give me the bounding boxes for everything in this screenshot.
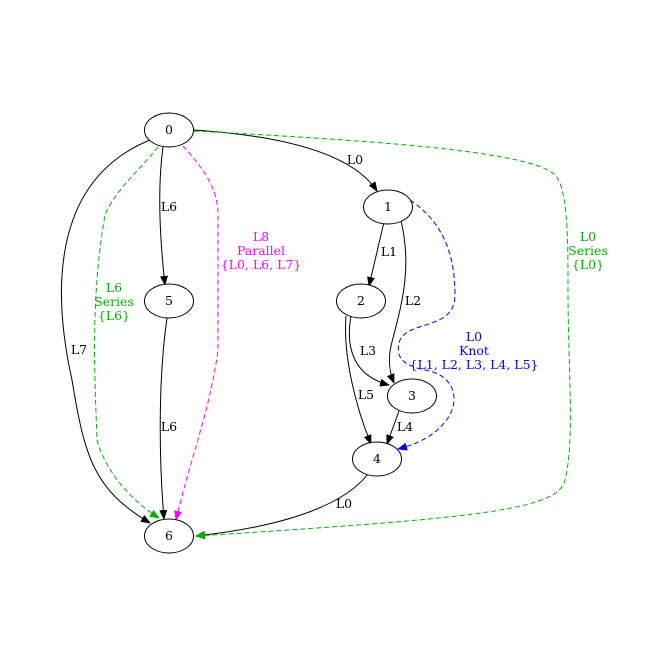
edge-4-6 xyxy=(195,473,369,540)
node-2[interactable]: 2 xyxy=(336,283,386,319)
svg-text:{L0}: {L0} xyxy=(572,257,604,272)
edge-label-5-6: L6 xyxy=(161,419,177,434)
label-knot: L0 Knot {L1, L2, L3, L4, L5} xyxy=(410,329,539,372)
edge-5-6 xyxy=(159,317,168,520)
svg-text:Series: Series xyxy=(568,243,608,258)
edge-label-2-3: L3 xyxy=(360,343,376,358)
edge-1-3 xyxy=(386,220,407,384)
node-4-label: 4 xyxy=(373,451,381,466)
svg-text:{L6}: {L6} xyxy=(98,308,130,323)
node-5[interactable]: 5 xyxy=(144,283,194,319)
node-3[interactable]: 3 xyxy=(387,378,437,414)
edge-label-3-4: L4 xyxy=(397,419,413,434)
edge-label-1-2: L1 xyxy=(381,244,397,259)
node-0[interactable]: 0 xyxy=(144,112,194,148)
node-2-label: 2 xyxy=(357,293,365,308)
svg-text:L6: L6 xyxy=(106,280,122,295)
svg-text:Parallel: Parallel xyxy=(237,243,285,258)
node-0-label: 0 xyxy=(165,122,173,137)
edge-2-4 xyxy=(345,315,372,445)
edge-label-4-6: L0 xyxy=(336,496,352,511)
node-4[interactable]: 4 xyxy=(352,441,402,477)
svg-text:L0: L0 xyxy=(580,229,596,244)
edge-0-6 xyxy=(61,139,151,524)
edge-label-0-6: L7 xyxy=(71,342,87,357)
svg-text:L0: L0 xyxy=(466,329,482,344)
label-series-l0: L0 Series {L0} xyxy=(568,229,608,272)
edge-series-l6-0-6 xyxy=(94,146,160,519)
edge-2-3 xyxy=(348,315,390,387)
edge-0-5 xyxy=(159,146,168,286)
edge-label-1-3: L2 xyxy=(405,293,421,308)
edge-label-2-4: L5 xyxy=(358,387,374,402)
node-1[interactable]: 1 xyxy=(363,189,413,225)
node-6[interactable]: 6 xyxy=(144,518,194,554)
label-parallel: L8 Parallel {L0, L6, L7} xyxy=(221,229,302,272)
node-5-label: 5 xyxy=(165,293,173,308)
edge-series-l0-0-6 xyxy=(193,130,571,540)
node-1-label: 1 xyxy=(384,199,392,214)
edge-knot-1-4 xyxy=(397,199,456,451)
svg-text:Knot: Knot xyxy=(459,343,489,358)
svg-text:Series: Series xyxy=(94,294,134,309)
node-6-label: 6 xyxy=(165,528,173,543)
edge-label-0-5: L6 xyxy=(161,199,177,214)
svg-text:L8: L8 xyxy=(253,229,269,244)
svg-text:{L0, L6, L7}: {L0, L6, L7} xyxy=(221,257,302,272)
edge-1-2 xyxy=(367,221,385,287)
node-3-label: 3 xyxy=(408,388,416,403)
label-series-l6: L6 Series {L6} xyxy=(94,280,134,323)
edge-label-0-1: L0 xyxy=(347,152,363,167)
edge-parallel-0-6 xyxy=(174,145,219,521)
svg-text:{L1, L2, L3, L4, L5}: {L1, L2, L3, L4, L5} xyxy=(410,357,539,372)
edge-3-4 xyxy=(386,410,400,445)
